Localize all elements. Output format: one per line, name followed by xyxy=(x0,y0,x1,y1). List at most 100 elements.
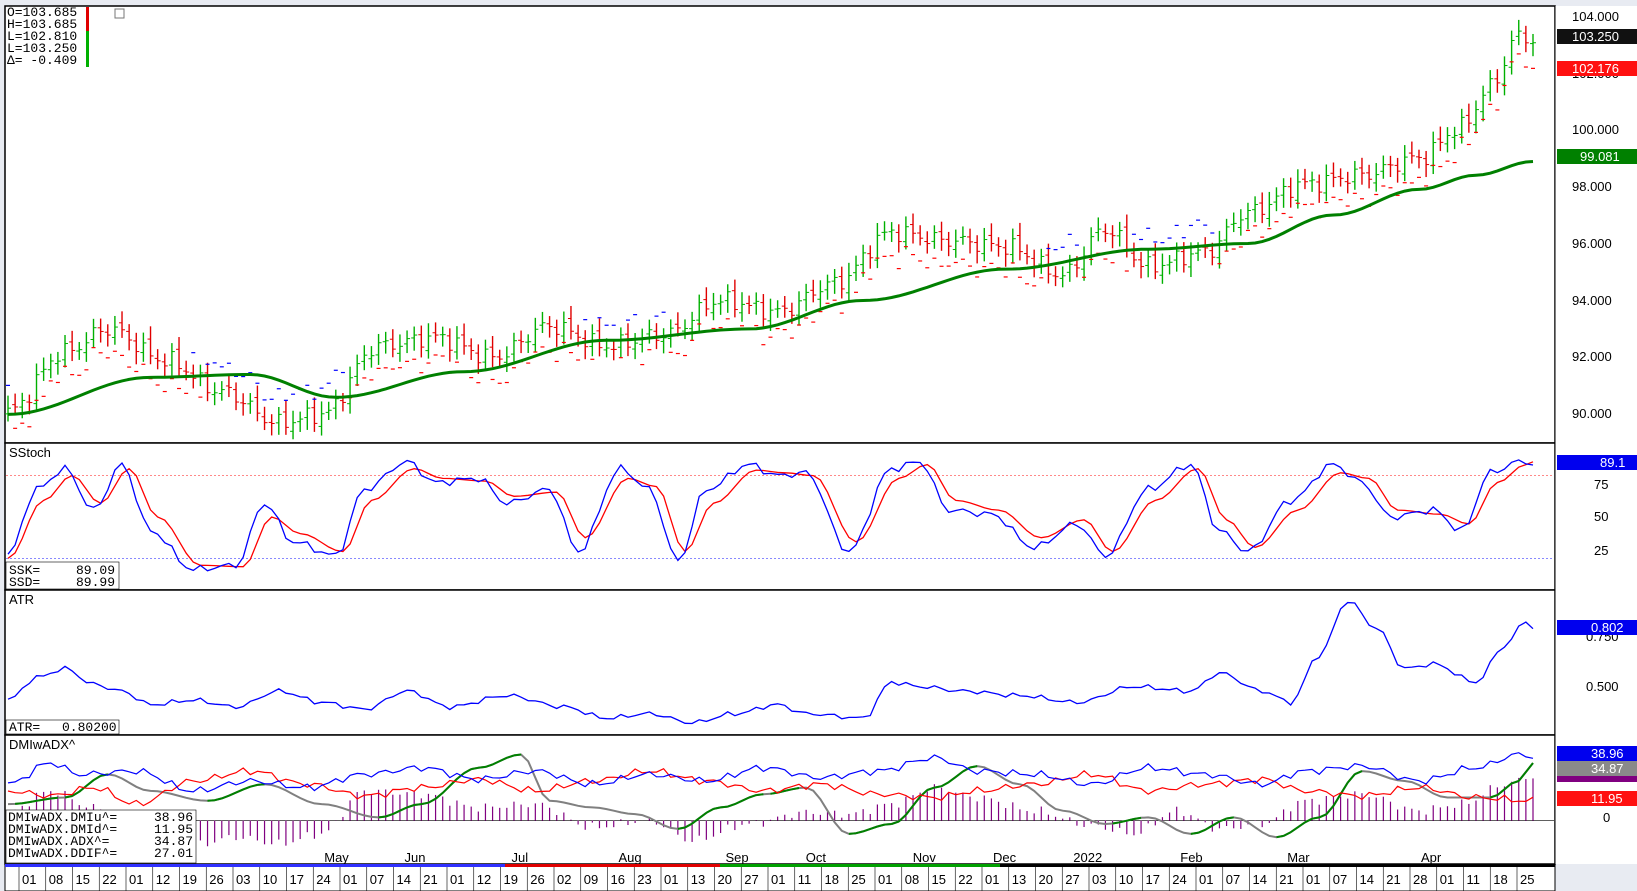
atr-last-value: 0.802 xyxy=(1591,620,1624,635)
date-day-label: 14 xyxy=(1360,872,1374,887)
date-day-label: 27 xyxy=(744,872,758,887)
dmi-ddif-label: DMIwADX.DDIF^= xyxy=(8,846,117,861)
date-day-label: 01 xyxy=(22,872,36,887)
date-day-label: 18 xyxy=(1493,872,1507,887)
date-day-label: 24 xyxy=(1172,872,1186,887)
dmi-u-value: 38.96 xyxy=(154,810,193,825)
dmi-down-tag xyxy=(1557,791,1637,806)
period-stripe xyxy=(505,864,720,867)
date-day-label: 01 xyxy=(985,872,999,887)
stochastic-series xyxy=(6,459,1554,572)
date-day-label: 19 xyxy=(504,872,518,887)
date-day-label: 12 xyxy=(477,872,491,887)
price-tick-100: 100.000 xyxy=(1572,122,1619,137)
date-month-label: Jun xyxy=(405,850,426,865)
date-day-label: 15 xyxy=(76,872,90,887)
date-month-label: Sep xyxy=(726,850,749,865)
date-day-label: 13 xyxy=(1012,872,1026,887)
dmi-adx-tag xyxy=(1557,761,1637,776)
price-panel[interactable] xyxy=(4,5,1556,444)
date-day-label: 13 xyxy=(691,872,705,887)
date-month-label: 2022 xyxy=(1073,850,1102,865)
date-day-label: 16 xyxy=(611,872,625,887)
dmi-down-line xyxy=(7,767,1534,807)
date-day-label: 18 xyxy=(825,872,839,887)
ma-price-tag xyxy=(1557,149,1637,164)
price-tick-92: 92.000 xyxy=(1572,349,1612,364)
date-day-label: 01 xyxy=(878,872,892,887)
stoch-last-tag xyxy=(1557,455,1637,470)
date-day-label: 22 xyxy=(102,872,116,887)
date-day-label: 21 xyxy=(423,872,437,887)
date-month-label: Feb xyxy=(1180,850,1202,865)
date-day-label: 10 xyxy=(1119,872,1133,887)
dmi-panel[interactable] xyxy=(4,734,1556,865)
date-day-label: 03 xyxy=(1092,872,1106,887)
ssk-value: 89.09 xyxy=(76,563,115,578)
price-tick-104: 104.000 xyxy=(1572,9,1619,24)
ssd-line xyxy=(7,461,1534,568)
date-month-label: Apr xyxy=(1421,850,1442,865)
delta-readout: Δ= -0.409 xyxy=(7,53,77,68)
atr-panel[interactable] xyxy=(4,589,1556,736)
date-day-label: 26 xyxy=(209,872,223,887)
dmi-u-label: DMIwADX.DMIu^= xyxy=(8,810,117,825)
period-stripe xyxy=(720,864,1000,867)
date-day-label: 03 xyxy=(236,872,250,887)
ssk-label: SSK= xyxy=(9,563,40,578)
last-price-tag xyxy=(1557,29,1637,44)
date-month-label: Jul xyxy=(512,850,529,865)
panel-menu-icon[interactable] xyxy=(114,8,125,19)
date-day-label: 02 xyxy=(557,872,571,887)
dmi-up-tag-value: 38.96 xyxy=(1591,746,1624,761)
price-series xyxy=(5,19,1536,440)
atr-label: ATR= xyxy=(9,720,40,735)
stochastic-panel[interactable] xyxy=(4,442,1556,591)
stop-price-value: 102.176 xyxy=(1572,61,1619,76)
dmi-up-tag xyxy=(1557,746,1637,761)
date-day-label: 17 xyxy=(1146,872,1160,887)
stop-price-tag xyxy=(1557,61,1637,76)
date-day-label: 25 xyxy=(851,872,865,887)
date-day-label: 14 xyxy=(397,872,411,887)
open-readout: O=103.685 xyxy=(7,5,77,20)
ma-price-value: 99.081 xyxy=(1580,149,1620,164)
dmi-series xyxy=(6,752,1554,847)
dmi-tick-0: 0 xyxy=(1603,810,1610,825)
atr-series xyxy=(7,601,1534,725)
date-day-label: 08 xyxy=(905,872,919,887)
date-day-label: 23 xyxy=(637,872,651,887)
date-day-label: 07 xyxy=(370,872,384,887)
date-day-label: 22 xyxy=(958,872,972,887)
date-day-label: 08 xyxy=(49,872,63,887)
date-day-label: 01 xyxy=(343,872,357,887)
stoch-tick-25: 25 xyxy=(1594,543,1608,558)
date-day-label: 12 xyxy=(156,872,170,887)
readout-up-swatch xyxy=(86,31,89,67)
atr-legend-box xyxy=(5,719,120,735)
stoch-tick-75: 75 xyxy=(1594,477,1608,492)
ssk-line xyxy=(7,459,1534,572)
axis-ticks: 01 08 15 22 01 12 19 26 03 10 17 24 01 07 14 21 01 12 19 26… xyxy=(5,850,1555,891)
stoch-title: SStoch xyxy=(9,445,51,460)
date-day-label: 24 xyxy=(316,872,330,887)
date-day-label: 11 xyxy=(798,872,812,887)
stoch-tick-50: 50 xyxy=(1594,509,1608,524)
dmi-adx-label: DMIwADX.ADX^= xyxy=(8,834,110,849)
date-day-label: 07 xyxy=(1333,872,1347,887)
date-month-label: Nov xyxy=(913,850,937,865)
date-month-label: May xyxy=(324,850,349,865)
dmi-down-tag-value: 11.95 xyxy=(1591,791,1623,806)
date-day-label: 07 xyxy=(1226,872,1240,887)
date-day-label: 11 xyxy=(1467,872,1481,887)
date-day-label: 01 xyxy=(664,872,678,887)
date-axis[interactable] xyxy=(4,863,1556,891)
date-month-label: Dec xyxy=(993,850,1017,865)
moving-average-line xyxy=(7,160,1534,416)
atr-last-tag xyxy=(1557,620,1637,635)
date-day-label: 09 xyxy=(584,872,598,887)
ssd-label: SSD= xyxy=(9,575,40,590)
dmi-adx-value: 34.87 xyxy=(154,834,193,849)
date-day-label: 01 xyxy=(771,872,785,887)
